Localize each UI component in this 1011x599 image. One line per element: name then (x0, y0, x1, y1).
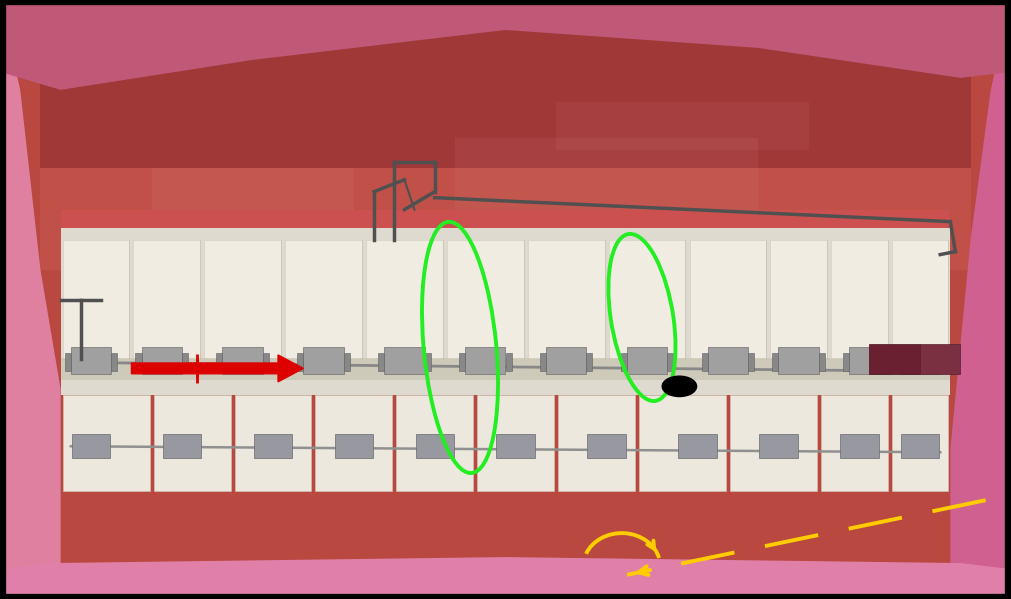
Bar (315, 395, 392, 491)
Bar (61, 358, 950, 380)
Bar (263, 353, 269, 371)
Bar (396, 395, 473, 491)
Bar (222, 347, 263, 374)
Bar (621, 353, 627, 371)
Bar (235, 395, 311, 491)
Bar (730, 395, 817, 491)
Bar (384, 347, 425, 374)
Bar (254, 434, 292, 458)
Bar (546, 347, 586, 374)
Bar (303, 347, 344, 374)
Bar (627, 347, 667, 374)
Bar (821, 395, 888, 491)
Bar (819, 353, 825, 371)
Bar (900, 347, 940, 374)
Bar (135, 353, 142, 371)
Bar (459, 353, 465, 371)
Bar (344, 353, 350, 371)
Bar (40, 18, 971, 168)
Bar (940, 353, 946, 371)
Bar (477, 395, 554, 491)
Bar (843, 353, 849, 371)
Bar (894, 353, 900, 371)
Bar (455, 138, 758, 210)
Bar (447, 240, 524, 359)
Bar (63, 240, 129, 359)
Bar (770, 240, 827, 359)
Bar (772, 353, 778, 371)
Bar (63, 395, 150, 491)
Bar (759, 434, 798, 458)
Bar (71, 347, 111, 374)
Bar (133, 240, 200, 359)
Bar (163, 434, 201, 458)
Bar (690, 240, 766, 359)
Bar (892, 395, 948, 491)
Bar (540, 353, 546, 371)
Bar (708, 347, 748, 374)
Bar (506, 353, 512, 371)
Bar (831, 240, 888, 359)
Bar (748, 353, 754, 371)
Bar (849, 347, 890, 374)
Polygon shape (0, 0, 1011, 90)
Bar (639, 395, 726, 491)
Bar (65, 353, 71, 371)
Bar (142, 347, 182, 374)
FancyArrow shape (131, 355, 303, 382)
Bar (890, 353, 896, 371)
Bar (182, 353, 188, 371)
Polygon shape (0, 0, 61, 599)
Bar (61, 210, 950, 252)
Bar (678, 434, 717, 458)
Bar (920, 344, 960, 374)
Bar (297, 353, 303, 371)
Bar (558, 395, 635, 491)
Bar (869, 344, 920, 374)
Bar (40, 18, 971, 270)
Bar (901, 434, 939, 458)
Bar (366, 240, 443, 359)
Circle shape (662, 376, 697, 397)
Bar (416, 434, 454, 458)
Bar (528, 240, 605, 359)
Bar (204, 240, 281, 359)
Bar (335, 434, 373, 458)
Polygon shape (950, 0, 1011, 599)
Bar (556, 102, 809, 150)
Bar (609, 240, 685, 359)
Bar (586, 353, 592, 371)
Bar (61, 228, 950, 395)
Bar (152, 168, 354, 228)
Bar (892, 240, 948, 359)
Bar (154, 395, 231, 491)
Bar (778, 347, 819, 374)
Bar (840, 434, 879, 458)
Bar (378, 353, 384, 371)
Polygon shape (0, 557, 1011, 599)
Bar (216, 353, 222, 371)
Bar (587, 434, 626, 458)
Bar (496, 434, 535, 458)
Bar (702, 353, 708, 371)
Bar (425, 353, 431, 371)
Bar (72, 434, 110, 458)
Bar (285, 240, 362, 359)
Bar (465, 347, 506, 374)
Bar (667, 353, 673, 371)
Bar (111, 353, 117, 371)
